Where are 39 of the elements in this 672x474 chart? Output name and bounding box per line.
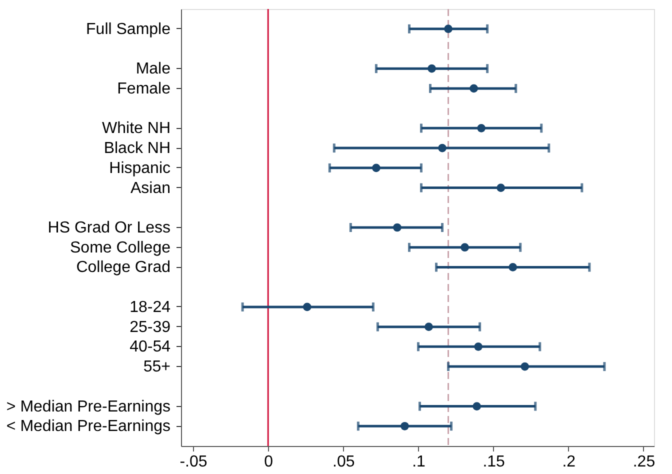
y-tick-label: > Median Pre-Earnings xyxy=(6,398,170,416)
point xyxy=(372,164,380,172)
x-tick-label: .2 xyxy=(562,454,576,470)
point xyxy=(302,302,312,312)
y-tick-label: 55+ xyxy=(143,358,170,376)
y-tick-label: 25-39 xyxy=(130,318,171,336)
point xyxy=(520,362,530,371)
y-tick-label: Full Sample xyxy=(86,20,171,38)
y-tick-label: 40-54 xyxy=(130,338,171,356)
point xyxy=(444,24,452,34)
x-tick-label: 0 xyxy=(264,454,274,470)
point xyxy=(393,223,402,232)
y-tick-label: College Grad xyxy=(76,259,170,276)
point xyxy=(472,402,481,410)
point xyxy=(470,84,478,93)
y-tick-label: Male xyxy=(136,60,171,78)
y-tick-label: Black NH xyxy=(104,140,170,158)
y-tick-label: < Median Pre-Earnings xyxy=(6,418,170,436)
y-tick-label: Some College xyxy=(70,239,171,256)
y-tick-label: HS Grad Or Less xyxy=(48,220,170,236)
point xyxy=(474,342,482,351)
y-tick-label: White NH xyxy=(102,120,170,138)
x-tick-label: -.05 xyxy=(180,454,208,470)
y-tick-label: Asian xyxy=(130,180,170,197)
x-tick-label: .25 xyxy=(632,454,656,470)
y-tick-label: Hispanic xyxy=(109,160,170,177)
x-tick-label: .15 xyxy=(482,454,506,470)
point xyxy=(438,144,446,152)
point xyxy=(428,64,436,73)
point xyxy=(496,184,506,192)
point xyxy=(477,124,486,132)
point xyxy=(400,422,409,430)
point xyxy=(460,243,469,252)
point xyxy=(424,322,433,331)
y-tick-label: Female xyxy=(117,80,171,98)
y-tick-label: 18-24 xyxy=(130,298,171,316)
point xyxy=(508,263,518,272)
x-tick-label: .05 xyxy=(332,454,355,470)
x-tick-label: .1 xyxy=(412,454,426,470)
